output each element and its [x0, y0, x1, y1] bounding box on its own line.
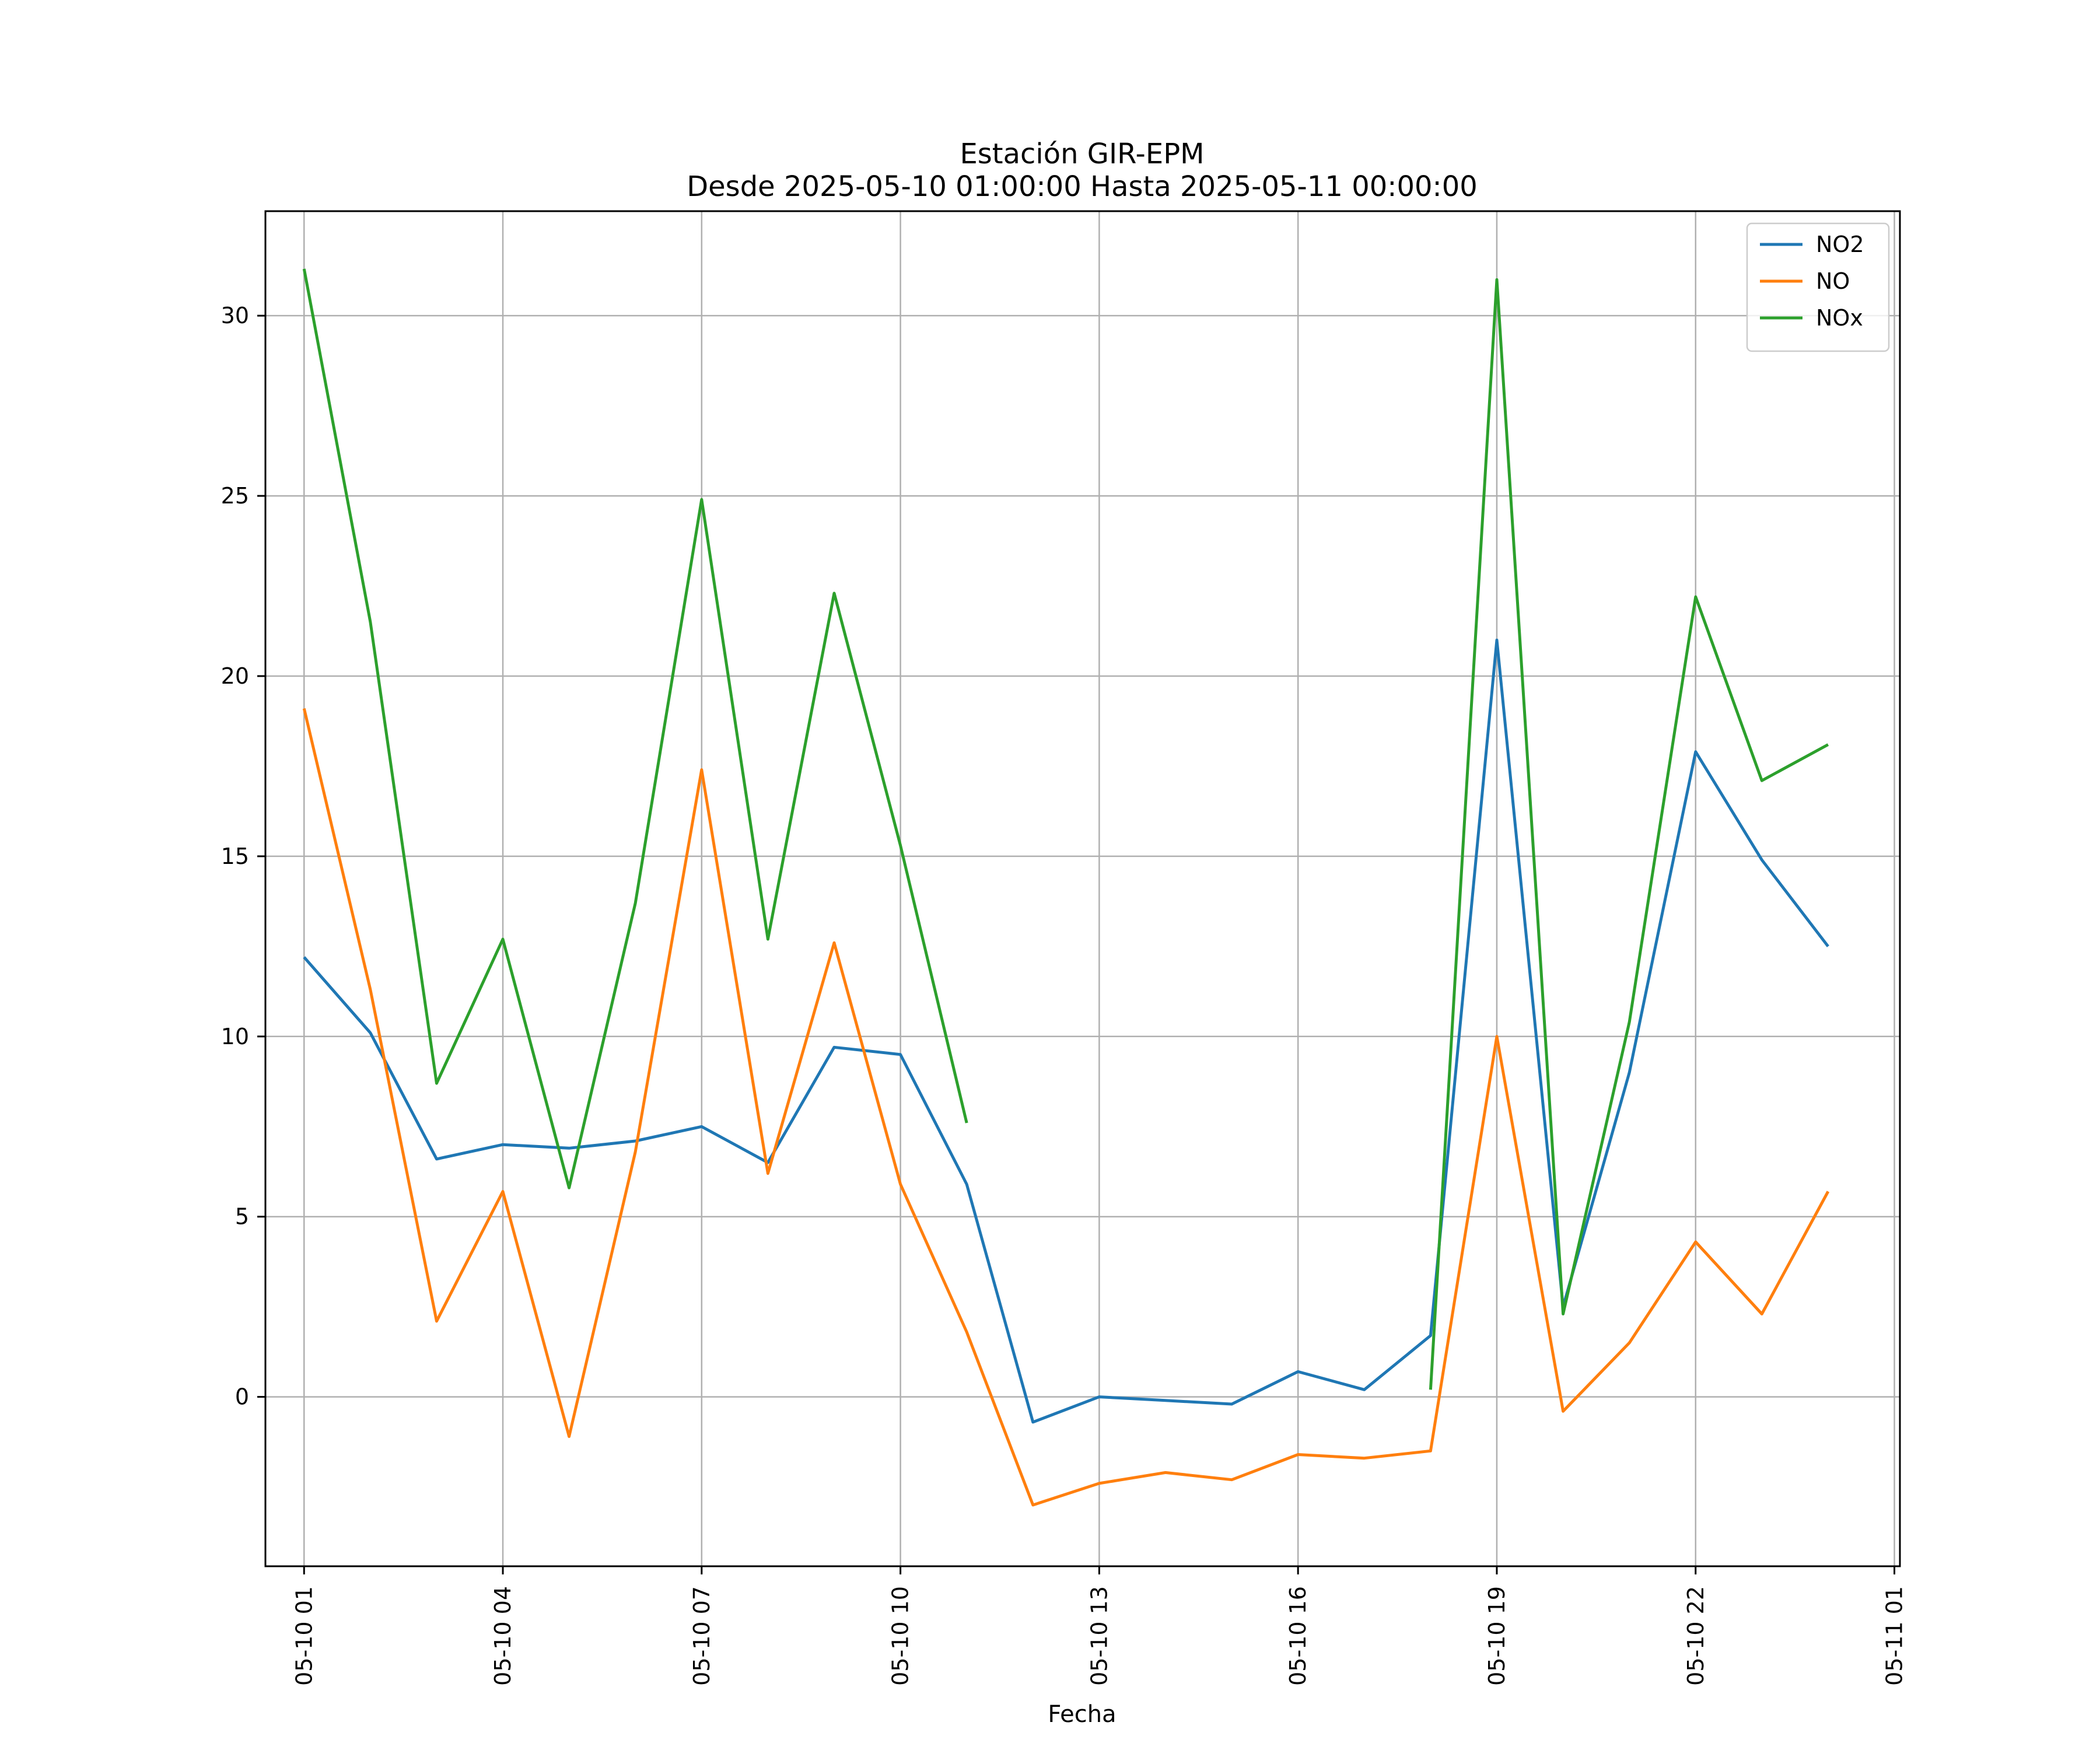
plot-frame: [264, 210, 1901, 1567]
x-tick-label: 05-10 13: [1086, 1586, 1112, 1686]
y-tick-label: 25: [221, 483, 249, 509]
x-tick-label: 05-10 16: [1285, 1586, 1311, 1686]
x-tick-label: 05-11 01: [1882, 1586, 1908, 1686]
x-tick-label: 05-10 07: [689, 1586, 715, 1686]
series-line-nox: [302, 268, 968, 1189]
y-axis: 0 5 10 15 20 25 30: [221, 303, 265, 1410]
x-axis-label: Fecha: [1048, 1701, 1116, 1728]
x-tick-label: 05-10 01: [291, 1586, 317, 1686]
x-tick-label: 05-10 19: [1484, 1586, 1510, 1686]
x-axis: 05-10 01 05-10 04 05-10 07 05-10 10 05-10 13…: [291, 1566, 1908, 1686]
x-tick-label: 05-10 22: [1683, 1586, 1709, 1686]
y-tick-label: 0: [235, 1384, 249, 1410]
y-tick-label: 5: [235, 1204, 249, 1230]
chart-title: Estación GIR-EPM: [960, 138, 1204, 170]
legend-label-no: NO: [1816, 268, 1850, 294]
x-tick-label: 05-10 10: [888, 1586, 914, 1686]
legend: NO2 NO NOx: [1746, 222, 1890, 352]
series-line-no: [302, 708, 1830, 1507]
y-tick-label: 20: [221, 663, 249, 689]
y-tick-label: 30: [221, 303, 249, 328]
grid: [265, 211, 1900, 1566]
legend-label-nox: NOx: [1816, 305, 1863, 331]
series-line-nox: [1429, 278, 1829, 1390]
y-tick-label: 15: [221, 844, 249, 869]
chart-subtitle: Desde 2025-05-10 01:00:00 Hasta 2025-05-…: [687, 170, 1478, 203]
series-lines: [302, 268, 1830, 1507]
x-tick-label: 05-10 04: [490, 1586, 516, 1686]
legend-label-no2: NO2: [1816, 232, 1864, 257]
y-tick-label: 10: [221, 1024, 249, 1049]
